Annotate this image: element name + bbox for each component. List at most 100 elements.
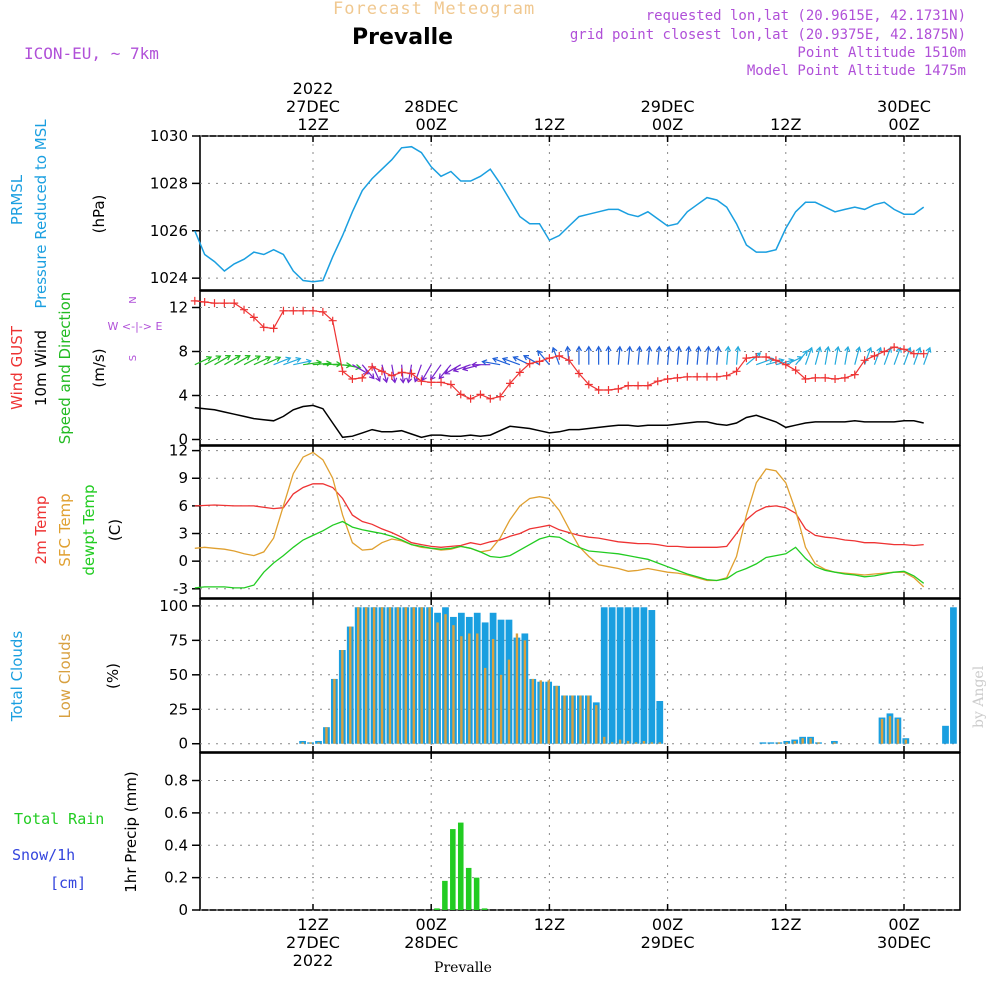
- snow-label: Snow/1h: [12, 846, 75, 864]
- time-axis-top-label: 12Z: [297, 115, 328, 134]
- low-cloud-bar: [833, 742, 836, 744]
- wind-barb: [492, 357, 511, 366]
- low-cloud-bar: [587, 695, 590, 744]
- wind-barb: [438, 364, 452, 379]
- wind-gust-marker: [348, 375, 357, 383]
- low-cloud-bar: [491, 638, 495, 744]
- wind-barb-head: [675, 345, 682, 352]
- wind-gust-marker: [574, 369, 583, 378]
- wind-barb: [627, 346, 631, 365]
- rain-bar: [442, 880, 448, 910]
- wind-gust-marker: [377, 367, 386, 376]
- wind-barb-head: [481, 359, 488, 366]
- wind-gust-marker: [190, 296, 199, 305]
- wind-gust-marker: [831, 375, 840, 383]
- low-cloud-bar: [547, 680, 550, 744]
- wind-gust-marker: [269, 324, 278, 333]
- low-cloud-bar: [364, 607, 368, 744]
- wind-gust-marker: [712, 372, 721, 381]
- wind-barb: [756, 357, 774, 366]
- wind-barb: [824, 346, 829, 365]
- wind-gust-marker: [653, 377, 662, 386]
- clouds-ytick-label: 25: [169, 700, 188, 718]
- low-cloud-bar: [444, 614, 447, 744]
- wind-gust-marker: [801, 375, 810, 383]
- wind-gust-marker: [840, 373, 849, 382]
- low-cloud-bar: [333, 678, 336, 744]
- wind-gust-marker: [338, 367, 347, 376]
- wind-barb-head: [636, 345, 643, 352]
- wind-gust-marker: [279, 306, 288, 315]
- model-label: ICON-EU, ~ 7km: [24, 44, 159, 63]
- wind-barb-head: [438, 373, 445, 380]
- wind-barb: [322, 363, 341, 366]
- wind-gust-marker: [437, 378, 446, 387]
- wind-barb: [453, 364, 471, 372]
- wind-gust-marker: [210, 299, 219, 308]
- total-cloud-bar: [616, 607, 624, 744]
- wind-barb-head: [234, 355, 241, 361]
- low-cloud-bar: [888, 716, 892, 744]
- low-cloud-bar: [634, 742, 638, 744]
- low-cloud-bar: [896, 718, 900, 744]
- total-cloud-bar: [759, 742, 767, 744]
- total-cloud-bar: [767, 742, 775, 744]
- wind-barb-head: [375, 375, 381, 383]
- clouds-ytick-label: 0: [178, 735, 188, 753]
- wind-barb-head: [685, 345, 692, 352]
- low-cloud-bar: [380, 607, 384, 744]
- time-axis-top-label: 12Z: [770, 115, 801, 134]
- wind-gust-marker: [230, 299, 239, 308]
- wind-barb-head: [382, 377, 389, 384]
- compass-north: N: [128, 296, 139, 303]
- compass-south: S: [128, 355, 139, 361]
- wind-gust-marker: [673, 373, 682, 382]
- wind-panel-frame: [199, 290, 961, 446]
- precip-panel-frame: [199, 752, 961, 911]
- wind-barb-head: [295, 357, 302, 363]
- low-cloud-bar: [436, 622, 439, 744]
- time-axis-bottom-label: 28DEC: [404, 933, 458, 952]
- temp-2m-label: 2m Temp: [32, 496, 50, 565]
- wind-barb: [814, 347, 821, 365]
- wind-barb: [502, 357, 521, 366]
- grid-point-coords: grid point closest lon,lat (20.9375E, 42…: [569, 27, 966, 43]
- precip-ytick-label: 0.8: [164, 772, 188, 790]
- wind-barb: [657, 346, 660, 365]
- pressure-panel-frame: [199, 135, 961, 291]
- time-axis-top-label: 27DEC: [286, 97, 340, 116]
- temperature-ytick-label: 12: [169, 442, 188, 460]
- low-cloud-bar: [357, 607, 360, 744]
- wind-gust-marker: [496, 392, 505, 401]
- wind-barb-head: [802, 350, 808, 356]
- precip-ytick-label: 0.2: [164, 869, 188, 887]
- pressure-ytick-label: 1028: [150, 174, 188, 192]
- time-axis-top-label: 29DEC: [641, 97, 695, 116]
- temp-unit: (C): [106, 519, 124, 541]
- wind-barb: [726, 346, 729, 365]
- wind-barb-head: [244, 355, 251, 361]
- rain-bar: [465, 867, 472, 910]
- wind-gust-marker: [446, 380, 455, 389]
- dewpoint-line: [194, 520, 925, 589]
- total-cloud-bar: [600, 607, 608, 744]
- wind-gust-marker: [565, 356, 574, 365]
- wind-barb-head: [265, 356, 272, 362]
- wind-barb-head: [362, 369, 369, 375]
- wind-barb-head: [215, 355, 222, 361]
- wind-barb: [537, 350, 550, 366]
- wind-barb-head: [346, 362, 352, 369]
- wind-barb: [194, 356, 212, 366]
- wind-speed-label: 10m Wind: [32, 330, 50, 406]
- wind-barb: [854, 347, 860, 365]
- total-clouds-label: Total Clouds: [8, 631, 26, 723]
- wind-barb: [676, 346, 680, 365]
- wind-barb-head: [595, 345, 602, 352]
- wind-ytick-label: 8: [178, 343, 188, 361]
- wind-barb-head: [391, 377, 398, 384]
- wind-barb-head: [355, 364, 362, 371]
- low-cloud-bar: [468, 633, 471, 744]
- low-cloud-bar: [341, 650, 344, 744]
- wind-barb: [883, 347, 892, 365]
- time-axis-bottom-label: 00Z: [416, 915, 447, 934]
